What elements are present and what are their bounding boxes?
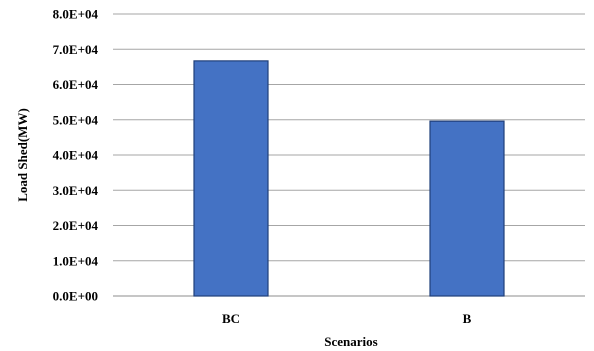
x-tick-label: BC: [222, 311, 240, 326]
y-tick-label: 5.0E+04: [53, 112, 99, 127]
x-axis-ticks: BC B: [222, 311, 472, 326]
y-axis-title: Load Shed(MW): [15, 108, 30, 202]
bars: [193, 60, 505, 297]
y-tick-label: 8.0E+04: [53, 7, 99, 22]
y-tick-label: 1.0E+04: [53, 253, 99, 268]
y-tick-label: 4.0E+04: [53, 148, 99, 163]
x-axis-title: Scenarios: [324, 334, 377, 349]
bar-bc: [193, 60, 269, 297]
y-tick-label: 7.0E+04: [53, 42, 99, 57]
bar-b: [429, 120, 505, 297]
x-tick-label: B: [463, 311, 472, 326]
y-tick-label: 0.0E+00: [53, 289, 98, 304]
y-axis-ticks: 0.0E+00 1.0E+04 2.0E+04 3.0E+04 4.0E+04 5.0E+…: [53, 7, 99, 304]
gridlines: [113, 13, 585, 297]
y-tick-label: 6.0E+04: [53, 77, 99, 92]
y-tick-label: 2.0E+04: [53, 218, 99, 233]
y-tick-label: 3.0E+04: [53, 183, 99, 198]
